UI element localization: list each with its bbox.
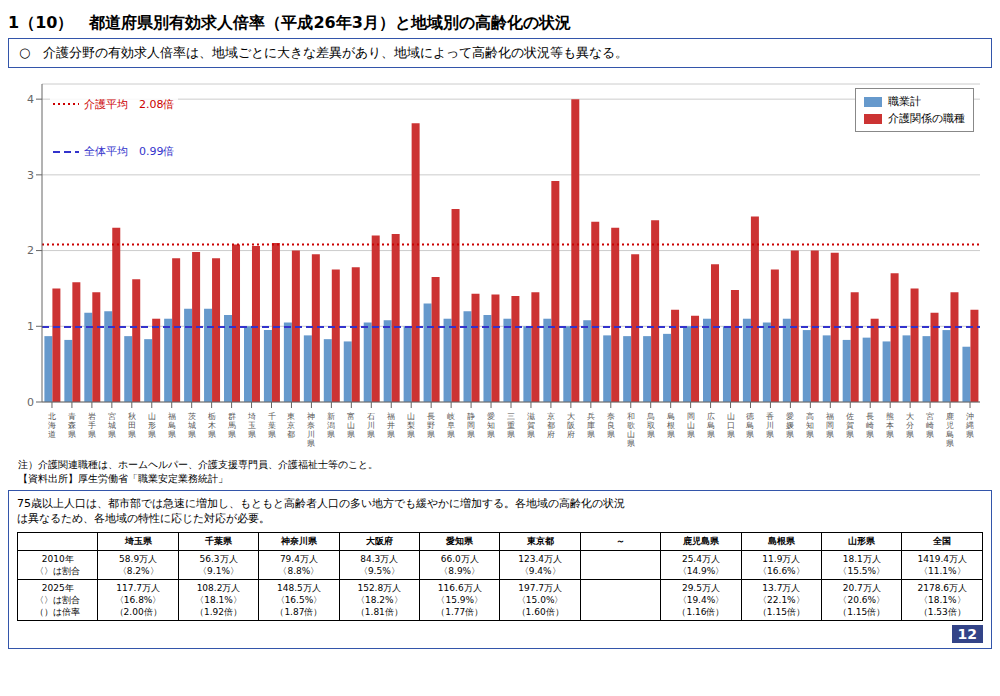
html-text:75歳以上人口は、都市部では急速に増加し、もともと高齢者人口: 75歳以上人口は、都市部では急速に増加し、もともと高齢者人口の多い地方でも緩やか… xyxy=(17,497,625,525)
svg-text:福岡県: 福岡県 xyxy=(826,412,834,439)
html-text:123.4万人 〈9.4%〉: 123.4万人 〈9.4%〉 xyxy=(518,554,562,576)
html-text:56.3万人 〈9.1%〉: 56.3万人 〈9.1%〉 xyxy=(198,554,239,576)
svg-text:鳥取県: 鳥取県 xyxy=(646,412,655,439)
svg-text:香川県: 香川県 xyxy=(766,412,774,439)
html-text:29.5万人 〈19.4%〉 （1.16倍）: 29.5万人 〈19.4%〉 （1.16倍） xyxy=(677,583,725,617)
svg-text:富山県: 富山県 xyxy=(347,412,355,439)
svg-text:熊本県: 熊本県 xyxy=(886,412,894,439)
html-text:11.9万人 〈16.6%〉: 11.9万人 〈16.6%〉 xyxy=(758,554,805,576)
html-text:1（10） 都道府県別有効求人倍率（平成26年3月）と地域別: 1（10） 都道府県別有効求人倍率（平成26年3月）と地域別の高齢化の状況 xyxy=(8,13,571,32)
svg-text:和歌山県: 和歌山県 xyxy=(627,412,635,448)
svg-text:群馬県: 群馬県 xyxy=(227,412,236,439)
svg-text:三重県: 三重県 xyxy=(507,412,515,439)
svg-text:鹿児島県: 鹿児島県 xyxy=(946,412,954,448)
html-text:山形県: 山形県 xyxy=(848,536,876,546)
svg-text:岩手県: 岩手県 xyxy=(88,412,96,439)
html-text:12: 12 xyxy=(957,626,977,642)
svg-text:福井県: 福井県 xyxy=(387,412,395,439)
html-text:20.7万人 〈20.6%〉 （1.15倍）: 20.7万人 〈20.6%〉 （1.15倍） xyxy=(838,583,886,617)
svg-text:埼玉県: 埼玉県 xyxy=(247,412,256,439)
html-text:25.4万人 〈14.9%〉: 25.4万人 〈14.9%〉 xyxy=(677,554,725,576)
html-text:愛知県: 愛知県 xyxy=(446,536,474,546)
svg-text:沖縄県: 沖縄県 xyxy=(965,412,974,439)
html-text:66.0万人 〈8.9%〉: 66.0万人 〈8.9%〉 xyxy=(439,554,481,576)
html-text:84.3万人 〈9.5%〉: 84.3万人 〈9.5%〉 xyxy=(358,554,400,576)
svg-text:島根県: 島根県 xyxy=(667,412,675,439)
svg-text:2: 2 xyxy=(27,244,34,257)
svg-text:青森県: 青森県 xyxy=(68,412,76,439)
svg-text:愛媛県: 愛媛県 xyxy=(786,412,794,439)
html-text:職業計: 職業計 xyxy=(888,95,921,108)
svg-text:石川県: 石川県 xyxy=(367,412,375,439)
html-text:大阪府: 大阪府 xyxy=(365,536,393,546)
html-text:117.7万人 〈16.8%〉 （2.00倍）: 117.7万人 〈16.8%〉 （2.00倍） xyxy=(114,583,162,617)
svg-text:大分県: 大分県 xyxy=(906,412,914,439)
html-text:全体平均 0.99倍: 全体平均 0.99倍 xyxy=(84,145,175,159)
svg-text:広島県: 広島県 xyxy=(707,412,715,439)
html-text:79.4万人 〈8.8%〉: 79.4万人 〈8.8%〉 xyxy=(278,554,320,576)
html-text:2010年 〈〉は割合: 2010年 〈〉は割合 xyxy=(35,554,81,576)
svg-text:佐賀県: 佐賀県 xyxy=(846,412,854,439)
svg-text:宮城県: 宮城県 xyxy=(107,412,116,439)
svg-text:滋賀県: 滋賀県 xyxy=(527,412,535,439)
html-text:2178.6万人 〈18.1%〉 （1.53倍）: 2178.6万人 〈18.1%〉 （1.53倍） xyxy=(917,583,967,617)
svg-text:新潟県: 新潟県 xyxy=(327,412,335,439)
html-text:【資料出所】厚生労働省「職業安定業務統計」: 【資料出所】厚生労働省「職業安定業務統計」 xyxy=(18,473,228,484)
html-text:注）介護関連職種は、ホームヘルパー、介護支援専門員、介護福祉: 注）介護関連職種は、ホームヘルパー、介護支援専門員、介護福祉士等のこと。 xyxy=(18,459,378,470)
html-text:2025年 〈〉は割合 （）は倍率: 2025年 〈〉は割合 （）は倍率 xyxy=(35,583,81,617)
svg-text:山梨県: 山梨県 xyxy=(407,412,415,439)
svg-text:0: 0 xyxy=(27,396,34,409)
html-text:介護関係の職種: 介護関係の職種 xyxy=(888,112,965,125)
html-text:58.9万人 〈8.2%〉: 58.9万人 〈8.2%〉 xyxy=(117,554,159,576)
html-text:108.2万人 〈18.1%〉 （1.92倍）: 108.2万人 〈18.1%〉 （1.92倍） xyxy=(195,583,242,617)
html-text:18.1万人 〈15.5%〉: 18.1万人 〈15.5%〉 xyxy=(838,554,886,576)
svg-text:茨城県: 茨城県 xyxy=(187,412,196,439)
svg-text:京都府: 京都府 xyxy=(547,412,555,439)
svg-text:奈良県: 奈良県 xyxy=(607,412,615,439)
html-text:介護平均 2.08倍: 介護平均 2.08倍 xyxy=(84,97,175,111)
svg-text:福島県: 福島県 xyxy=(168,412,176,439)
svg-text:山形県: 山形県 xyxy=(148,412,156,439)
svg-text:神奈川県: 神奈川県 xyxy=(307,412,315,448)
html-text:東京都: 東京都 xyxy=(526,536,554,546)
svg-text:長野県: 長野県 xyxy=(427,412,435,439)
svg-text:岡山県: 岡山県 xyxy=(687,412,695,439)
svg-text:千葉県: 千葉県 xyxy=(268,412,276,439)
html-text:152.8万人 〈18.2%〉 （1.81倍）: 152.8万人 〈18.2%〉 （1.81倍） xyxy=(355,583,403,617)
svg-text:長崎県: 長崎県 xyxy=(866,412,874,439)
html-text:千葉県: 千葉県 xyxy=(205,536,232,546)
svg-text:宮崎県: 宮崎県 xyxy=(926,412,934,439)
svg-text:秋田県: 秋田県 xyxy=(128,412,136,439)
svg-text:東京都: 東京都 xyxy=(287,412,295,439)
html-text:13.7万人 〈22.1%〉 （1.15倍）: 13.7万人 〈22.1%〉 （1.15倍） xyxy=(757,583,805,617)
html-text:197.7万人 〈15.0%〉 （1.60倍）: 197.7万人 〈15.0%〉 （1.60倍） xyxy=(516,583,564,617)
svg-text:静岡県: 静岡県 xyxy=(467,412,475,439)
svg-text:徳島県: 徳島県 xyxy=(746,412,754,439)
svg-text:栃木県: 栃木県 xyxy=(208,412,216,439)
svg-text:山口県: 山口県 xyxy=(727,412,735,439)
html-text:全国: 全国 xyxy=(933,536,952,546)
svg-text:大阪府: 大阪府 xyxy=(567,412,575,439)
svg-text:兵庫県: 兵庫県 xyxy=(587,412,595,439)
html-text:116.6万人 〈15.9%〉 （1.77倍）: 116.6万人 〈15.9%〉 （1.77倍） xyxy=(436,583,484,617)
svg-text:北海道: 北海道 xyxy=(48,412,56,439)
svg-text:1: 1 xyxy=(27,320,34,333)
svg-text:岐阜県: 岐阜県 xyxy=(447,412,455,439)
html-text:148.5万人 〈16.5%〉 （1.87倍）: 148.5万人 〈16.5%〉 （1.87倍） xyxy=(275,583,323,617)
html-text:島根県: 島根県 xyxy=(767,536,795,546)
svg-text:4: 4 xyxy=(27,93,34,106)
html-text:神奈川県: 神奈川県 xyxy=(280,536,317,546)
html-text:1419.4万人 〈11.1%〉: 1419.4万人 〈11.1%〉 xyxy=(917,554,967,576)
html-text:○ 介護分野の有効求人倍率は、地域ごとに大きな差異があり、地: ○ 介護分野の有効求人倍率は、地域ごとに大きな差異があり、地域によって高齢化の状… xyxy=(19,45,629,60)
svg-text:3: 3 xyxy=(27,169,34,182)
svg-text:高知県: 高知県 xyxy=(806,412,814,439)
html-text:鹿児島県: 鹿児島県 xyxy=(683,536,719,546)
svg-text:愛知県: 愛知県 xyxy=(487,412,495,439)
html-text:埼玉県: 埼玉県 xyxy=(124,536,152,546)
